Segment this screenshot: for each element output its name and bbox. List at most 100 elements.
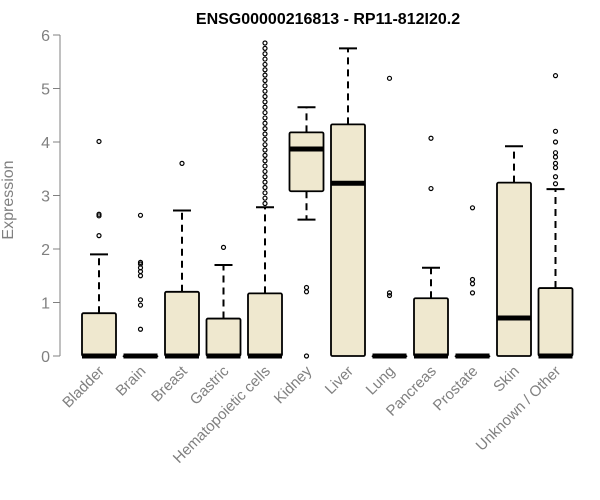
outlier-point	[262, 152, 268, 158]
outlier-point	[262, 56, 268, 62]
x-tick-label-9: Prostate	[430, 363, 482, 415]
outlier-point	[262, 179, 268, 185]
outlier-point	[137, 326, 144, 332]
outlier-point	[262, 51, 268, 57]
outlier-point	[552, 165, 559, 171]
box-rect	[537, 287, 574, 357]
outlier-point	[262, 142, 268, 148]
box-1	[122, 212, 159, 359]
box-9	[454, 205, 491, 359]
outlier-point	[262, 190, 268, 196]
outlier-point	[386, 75, 393, 81]
box-rect	[413, 297, 449, 357]
outlier-point	[262, 158, 268, 164]
x-tick-label-7: Lung	[363, 363, 399, 399]
chart-title: ENSG00000216813 - RP11-812I20.2	[196, 11, 460, 28]
outlier-point	[96, 233, 102, 239]
box-rect	[288, 131, 325, 193]
x-tick-label-5: Kidney	[271, 362, 316, 407]
outlier-point	[137, 273, 144, 279]
outlier-point	[262, 195, 268, 201]
outlier-point	[262, 88, 268, 94]
outlier-point	[428, 185, 434, 192]
outlier-point	[262, 45, 268, 51]
y-tick-label-4: 4	[41, 135, 50, 152]
outlier-point	[552, 73, 559, 79]
outlier-point	[469, 281, 476, 287]
outlier-point	[552, 150, 559, 156]
boxes	[81, 40, 574, 359]
box-rect	[247, 292, 283, 357]
box-8	[413, 135, 449, 359]
y-axis-label: Expression	[0, 160, 17, 239]
outlier-point	[262, 40, 268, 46]
outlier-point	[137, 297, 144, 303]
y-tick-label-0: 0	[41, 349, 50, 366]
outlier-point	[262, 104, 268, 110]
outlier-point	[303, 284, 310, 291]
box-0	[81, 138, 117, 359]
outlier-point	[262, 83, 268, 89]
x-tick-label-2: Breast	[148, 362, 191, 405]
outlier-point	[137, 302, 144, 308]
box-4	[247, 40, 283, 359]
box-6	[330, 47, 366, 357]
box-3	[205, 244, 242, 359]
y-axis: 0 1 2 3 4 5 6	[41, 28, 61, 366]
box-rect	[330, 123, 366, 357]
box-rect	[496, 181, 532, 357]
y-tick-label-5: 5	[41, 82, 50, 99]
outlier-point	[262, 67, 268, 73]
outlier-point	[179, 160, 185, 166]
box-rect	[205, 317, 242, 357]
outlier-point	[262, 77, 268, 84]
outlier-point	[262, 136, 268, 142]
outlier-point	[262, 120, 268, 126]
outlier-point	[469, 205, 476, 211]
outlier-point	[386, 292, 393, 299]
outlier-point	[552, 154, 559, 160]
outlier-point	[552, 181, 559, 187]
x-tick-label-10: Skin	[490, 363, 523, 396]
outlier-point	[262, 131, 268, 137]
y-tick-label-2: 2	[41, 242, 50, 259]
y-tick-label-6: 6	[41, 28, 50, 45]
outlier-point	[262, 72, 268, 78]
x-tick-label-6: Liver	[322, 363, 357, 398]
outlier-point	[469, 276, 476, 283]
outlier-point	[262, 147, 268, 153]
box-rect	[81, 312, 117, 357]
outlier-point	[552, 174, 559, 180]
outlier-point	[262, 109, 268, 116]
x-tick-label-0: Bladder	[59, 363, 108, 412]
outlier-point	[552, 128, 559, 134]
outlier-point	[220, 244, 227, 250]
outlier-point	[469, 290, 476, 296]
outlier-point	[428, 135, 434, 141]
box-5	[288, 106, 325, 359]
outlier-point	[262, 174, 268, 180]
box-10	[496, 145, 532, 357]
outlier-point	[137, 212, 144, 218]
outlier-point	[552, 160, 559, 166]
y-tick-label-1: 1	[41, 296, 50, 313]
outlier-point	[262, 200, 268, 207]
x-tick-label-1: Brain	[113, 363, 150, 400]
box-11	[537, 73, 574, 359]
outlier-point	[303, 353, 310, 359]
box-2	[164, 160, 200, 359]
outlier-point	[262, 99, 268, 105]
outlier-point	[552, 139, 559, 145]
outlier-point	[262, 126, 268, 132]
outlier-point	[262, 61, 268, 68]
box-rect	[164, 290, 200, 357]
outlier-point	[262, 184, 268, 191]
y-tick-label-3: 3	[41, 189, 50, 206]
box-7	[371, 75, 408, 359]
outlier-point	[262, 93, 268, 100]
outlier-point	[303, 289, 310, 295]
outlier-point	[96, 211, 102, 217]
outlier-point	[386, 290, 393, 296]
